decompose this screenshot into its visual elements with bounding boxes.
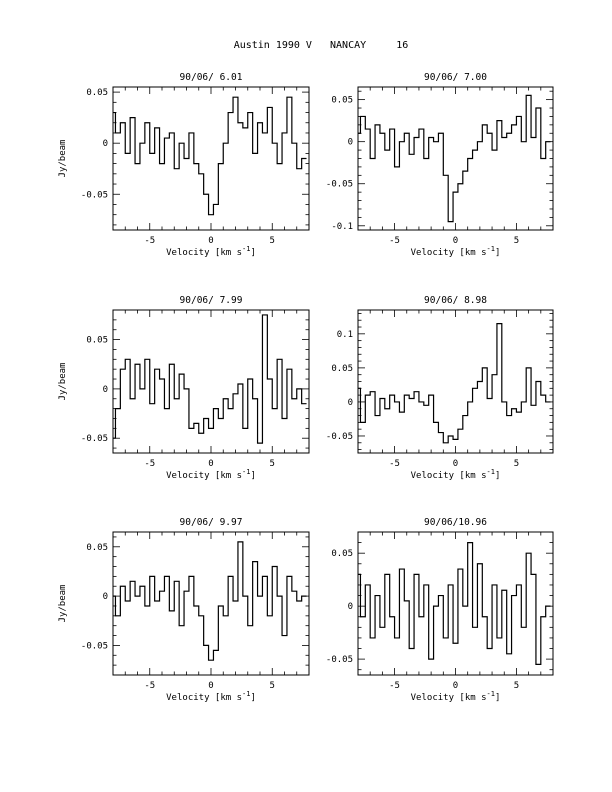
x-tick-label: 5 (270, 459, 275, 469)
y-axis-label: Jy/beam (58, 363, 68, 401)
chart-panel-2: -5 0 5 0.05 0 -0.05 -0.1 90/06/ 7.00 Velocity [k… (326, 72, 554, 258)
panel-title: 90/06/ 7.00 (424, 72, 487, 83)
y-tick-label: -0.05 (326, 655, 353, 665)
spectrum-line (113, 541, 307, 661)
plot-frame (357, 531, 554, 676)
x-tick-label: 0 (453, 681, 458, 691)
y-tick-label: 0.05 (331, 364, 353, 374)
x-axis-label: Velocity [km s-1] (411, 245, 501, 258)
x-tick-label: 5 (514, 459, 519, 469)
y-tick-label: -0.05 (81, 434, 108, 444)
y-tick-label: -0.1 (331, 222, 353, 232)
panel-title: 90/06/ 6.01 (180, 72, 243, 83)
chart-panel-4: -5 0 5 0.1 0.05 0 -0.05 90/06/ 8.98 Velocity [km… (326, 295, 554, 481)
panel-title: 90/06/ 7.99 (180, 295, 243, 306)
y-tick-label: 0.05 (86, 336, 108, 346)
spectrum-line (358, 94, 551, 223)
x-tick-label: -5 (144, 236, 155, 246)
plot-frame (112, 531, 310, 676)
panel-title: 90/06/10.96 (424, 517, 487, 528)
panel-title: 90/06/ 8.98 (424, 295, 487, 306)
spectrum-line (113, 314, 307, 444)
x-axis-label: Velocity [km s-1] (166, 690, 256, 703)
chart-panel-5: -5 0 5 0.05 0 -0.05 90/06/ 9.97 Velocity [km s-… (58, 517, 310, 703)
y-tick-label: 0 (103, 385, 108, 395)
plot-frame (357, 309, 554, 454)
chart-panel-3: -5 0 5 0.05 0 -0.05 90/06/ 7.99 Velocity [km s-… (58, 295, 310, 481)
x-axis-label: Velocity [km s-1] (166, 245, 256, 258)
y-tick-label: 0.05 (331, 96, 353, 106)
y-tick-label: -0.05 (326, 432, 353, 442)
x-tick-label: -5 (144, 459, 155, 469)
y-axis-label: Jy/beam (58, 585, 68, 623)
chart-panel-6: -5 0 5 0.05 0 -0.05 90/06/10.96 Velocity [km s-… (326, 517, 554, 703)
spectrum-line (358, 541, 551, 666)
x-tick-label: -5 (144, 681, 155, 691)
x-tick-label: -5 (389, 459, 400, 469)
x-tick-label: 0 (453, 236, 458, 246)
y-tick-label: 0.1 (337, 330, 353, 340)
y-tick-label: 0.05 (86, 88, 108, 98)
y-tick-label: 0.05 (331, 549, 353, 559)
y-tick-label: 0 (348, 138, 353, 148)
x-tick-label: 0 (208, 236, 213, 246)
y-tick-label: 0 (103, 139, 108, 149)
x-tick-label: 0 (208, 681, 213, 691)
x-axis-label: Velocity [km s-1] (411, 690, 501, 703)
plot-frame (112, 86, 310, 231)
plot-frame (357, 86, 554, 231)
y-tick-label: -0.05 (81, 190, 108, 200)
x-tick-label: 0 (208, 459, 213, 469)
page-title: Austin 1990 V NANCAY 16 (234, 40, 409, 51)
x-axis-label: Velocity [km s-1] (411, 468, 501, 481)
plot-frame (112, 309, 310, 454)
x-tick-label: 5 (270, 681, 275, 691)
y-tick-label: 0 (348, 602, 353, 612)
chart-panel-1: -5 0 5 0.05 0 -0.05 90/06/ 6.01 Velocity [km s-… (58, 72, 310, 258)
spectrum-line (113, 96, 307, 216)
y-tick-label: 0 (348, 398, 353, 408)
x-tick-label: 0 (453, 459, 458, 469)
y-tick-label: 0 (103, 592, 108, 602)
x-axis-label: Velocity [km s-1] (166, 468, 256, 481)
y-tick-label: 0.05 (86, 543, 108, 553)
y-tick-label: -0.05 (81, 641, 108, 651)
panel-title: 90/06/ 9.97 (180, 517, 243, 528)
y-axis-label: Jy/beam (58, 140, 68, 178)
spectrum-line (358, 323, 551, 444)
x-tick-label: -5 (389, 681, 400, 691)
x-tick-label: 5 (514, 681, 519, 691)
x-tick-label: -5 (389, 236, 400, 246)
x-tick-label: 5 (514, 236, 519, 246)
y-tick-label: -0.05 (326, 180, 353, 190)
x-tick-label: 5 (270, 236, 275, 246)
